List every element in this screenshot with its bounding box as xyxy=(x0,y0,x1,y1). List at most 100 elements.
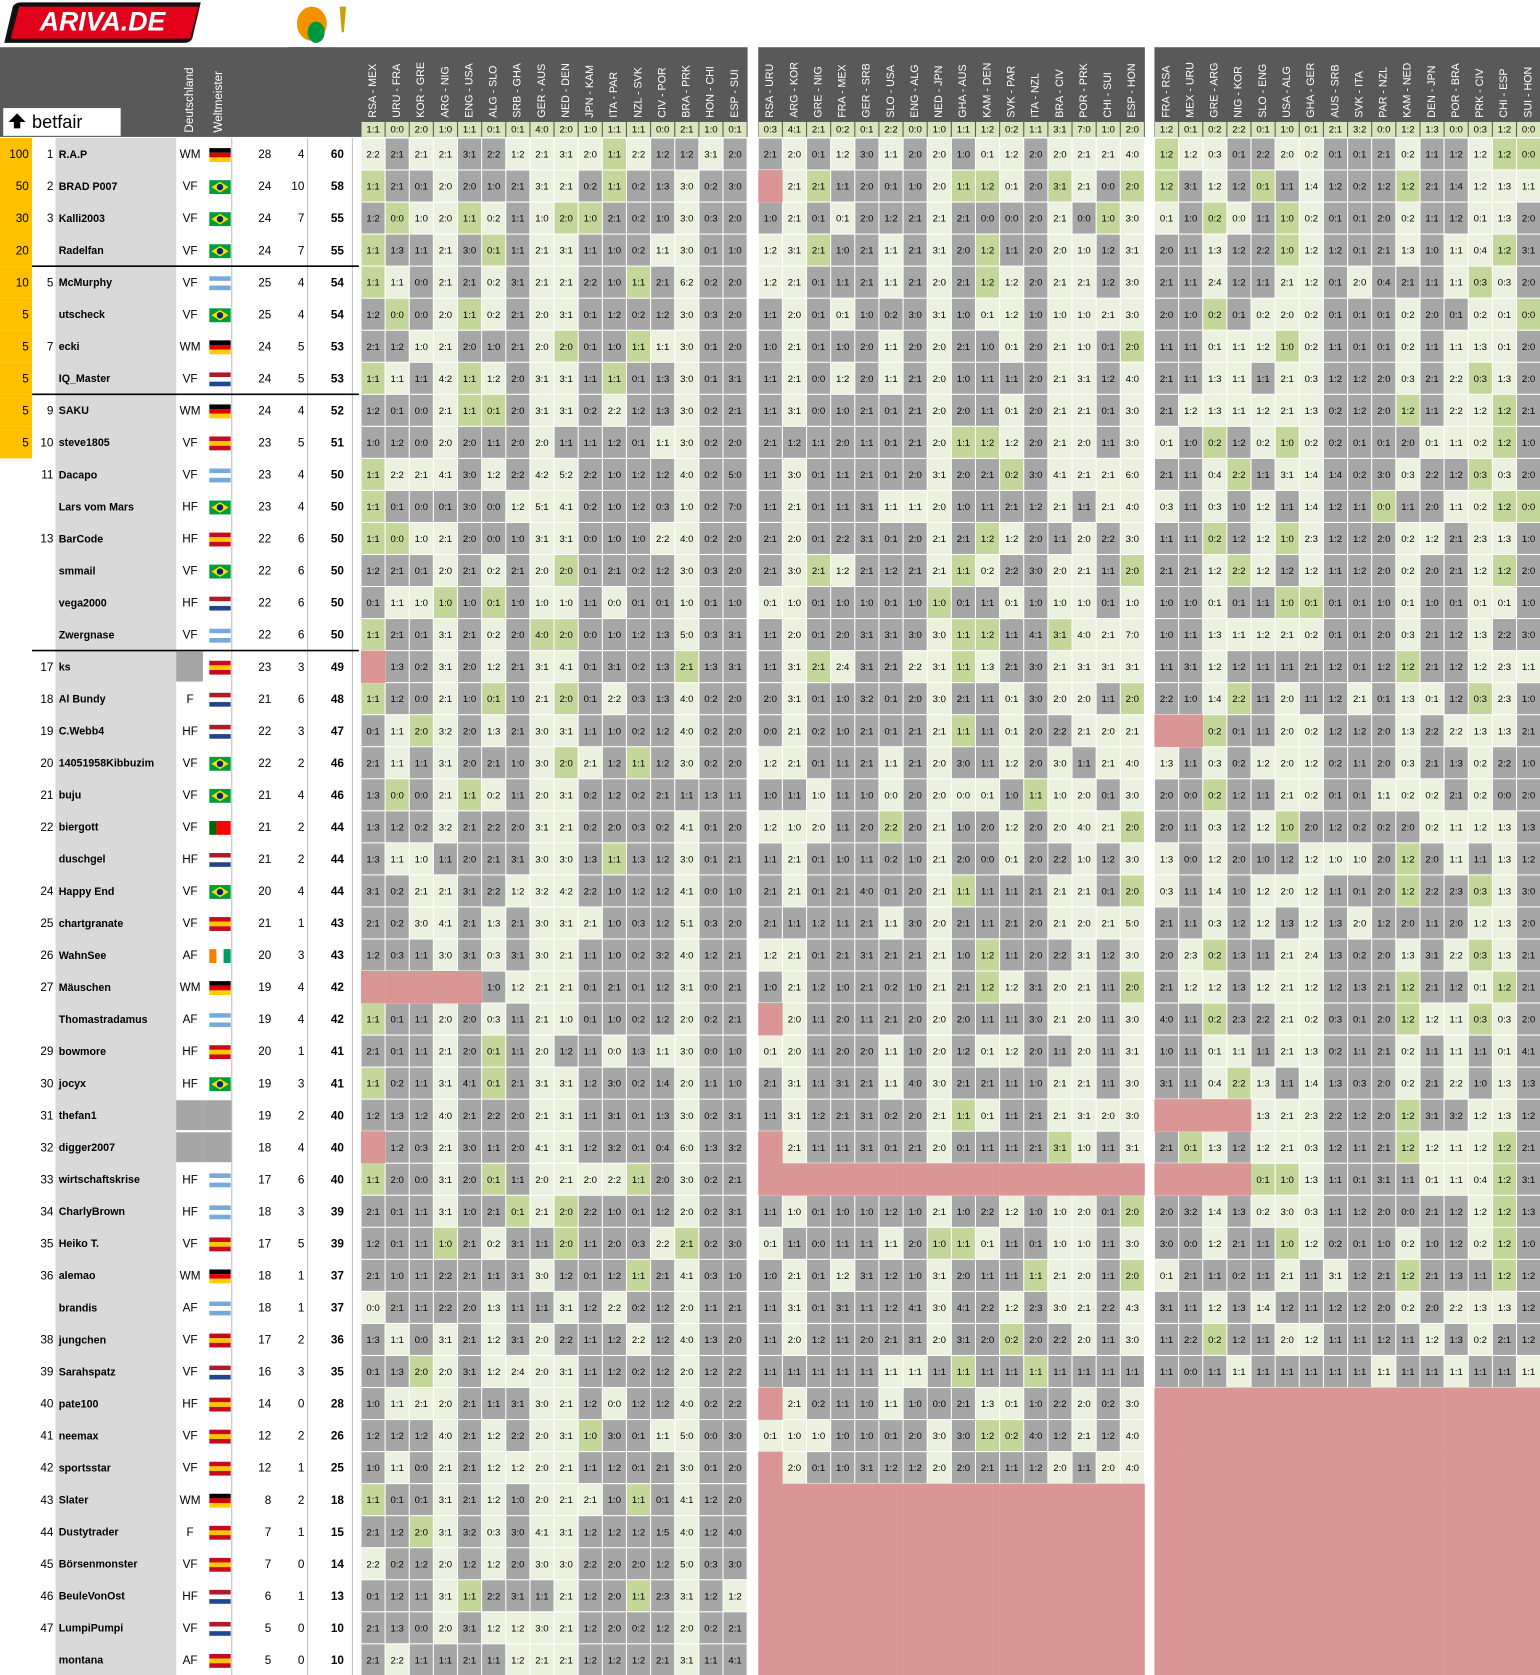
tip: 2:1 xyxy=(957,214,970,225)
tip-cell xyxy=(1096,394,1120,426)
tip: 1:1 xyxy=(1449,438,1462,449)
tip: 2:1 xyxy=(608,983,621,994)
result: 1:2 xyxy=(981,125,994,136)
score-b: 6 xyxy=(298,1173,305,1186)
germany-result: VF xyxy=(183,1366,198,1379)
tip: 1:2 xyxy=(1305,758,1318,769)
tip-cell xyxy=(927,362,951,394)
tip: 1:2 xyxy=(632,502,645,513)
tip: 2:2 xyxy=(1053,1399,1066,1410)
tip: 0:3 xyxy=(704,566,717,577)
tip: 2:0 xyxy=(439,438,452,449)
tip: 2:1 xyxy=(1005,919,1018,930)
tip: 1:1 xyxy=(1449,822,1462,833)
result: 0:1 xyxy=(1256,125,1269,136)
tip: 2:1 xyxy=(415,470,428,481)
tip-cell xyxy=(1420,298,1444,330)
tip: 1:2 xyxy=(1498,1207,1511,1218)
tip: 0:2 xyxy=(632,1079,645,1090)
match-label: POR - PRK xyxy=(1078,63,1090,117)
missing-tip xyxy=(1347,1643,1373,1675)
tip: 0:2 xyxy=(704,1623,717,1634)
tip: 4:0 xyxy=(680,1335,693,1346)
tip: 2:2 xyxy=(908,662,921,673)
tip: 0:0 xyxy=(366,1303,379,1314)
tip: 1:1 xyxy=(1474,1047,1487,1058)
tip-cell xyxy=(1275,394,1299,426)
missing-tip xyxy=(758,1611,783,1645)
score-a: 7 xyxy=(265,1558,272,1571)
score-a: 24 xyxy=(258,244,272,257)
tip: 0:1 xyxy=(632,598,645,609)
tip-cell xyxy=(1348,394,1372,426)
tip: 1:1 xyxy=(957,438,970,449)
tip: 0:2 xyxy=(704,726,717,737)
tip: 2:2 xyxy=(1053,726,1066,737)
tip: 1:3 xyxy=(1474,1303,1487,1314)
tip: 2:1 xyxy=(933,1207,946,1218)
tip: 2:1 xyxy=(439,886,452,897)
tip: 1:1 xyxy=(981,502,994,513)
tip: 1:1 xyxy=(1353,1143,1366,1154)
tip: 1:1 xyxy=(1005,246,1018,257)
tip: 1:1 xyxy=(884,1239,897,1250)
tip: 2:0 xyxy=(439,1399,452,1410)
points: 50 xyxy=(331,597,345,610)
tip: 1:0 xyxy=(788,1207,801,1218)
tip: 1:1 xyxy=(463,1591,476,1602)
tip: 1:2 xyxy=(1305,566,1318,577)
tip: 1:1 xyxy=(764,502,777,513)
missing-tip xyxy=(1516,1419,1540,1452)
score-b: 1 xyxy=(298,1526,305,1539)
tip: 1:1 xyxy=(788,1367,801,1378)
missing-tip xyxy=(1299,1579,1324,1613)
match-label: GHA - GER xyxy=(1305,62,1317,117)
tip: 2:3 xyxy=(1474,534,1487,545)
tip: 2:1 xyxy=(1281,406,1294,417)
tip-cell xyxy=(578,266,602,298)
flag xyxy=(209,1045,231,1050)
tip: 1:0 xyxy=(933,1239,946,1250)
tip: 1:0 xyxy=(860,598,873,609)
tip-cell xyxy=(855,170,879,202)
tip: 1:1 xyxy=(463,790,476,801)
tip: 3:1 xyxy=(439,758,452,769)
tip: 3:2 xyxy=(656,951,669,962)
tip: 3:1 xyxy=(1522,246,1535,257)
score-b: 3 xyxy=(298,1366,305,1379)
tip: 1:3 xyxy=(1232,1303,1245,1314)
missing-tip xyxy=(1226,1579,1252,1613)
points: 60 xyxy=(331,148,345,161)
match-label: SVK - PAR xyxy=(1005,65,1017,117)
tip: 2:1 xyxy=(1160,278,1173,289)
tip: 3:1 xyxy=(788,694,801,705)
tip: 0:1 xyxy=(390,1047,403,1058)
tip: 0:2 xyxy=(1208,1335,1221,1346)
tip-cell xyxy=(675,362,699,394)
tip: 1:1 xyxy=(390,598,403,609)
tip: 2:0 xyxy=(415,1367,428,1378)
tip: 1:3 xyxy=(1449,1271,1462,1282)
tip: 3:0 xyxy=(788,470,801,481)
tip: 0:4 xyxy=(1208,470,1222,481)
points: 40 xyxy=(331,1109,345,1122)
flag xyxy=(209,1370,231,1375)
tip: 2:1 xyxy=(535,1015,548,1026)
tip-cell xyxy=(1420,234,1444,266)
missing-tip xyxy=(806,1163,831,1196)
match-label: PRK - CIV xyxy=(1474,68,1486,118)
result: 0:0 xyxy=(1377,125,1390,136)
tip: 3:2 xyxy=(860,694,873,705)
flag xyxy=(209,1461,231,1467)
tip: 2:1 xyxy=(1005,662,1018,673)
tip: 2:0 xyxy=(1377,1111,1390,1122)
sponsor-text: betfair xyxy=(32,112,82,132)
tip: 2:2 xyxy=(584,886,597,897)
tip: 2:0 xyxy=(559,694,572,705)
tip: 0:0 xyxy=(415,1335,428,1346)
tip: 0:3 xyxy=(704,630,717,641)
missing-tip xyxy=(1023,1579,1049,1613)
tip-cell xyxy=(409,298,433,330)
tip-cell xyxy=(361,202,385,234)
tip: 0:2 xyxy=(1256,310,1269,321)
